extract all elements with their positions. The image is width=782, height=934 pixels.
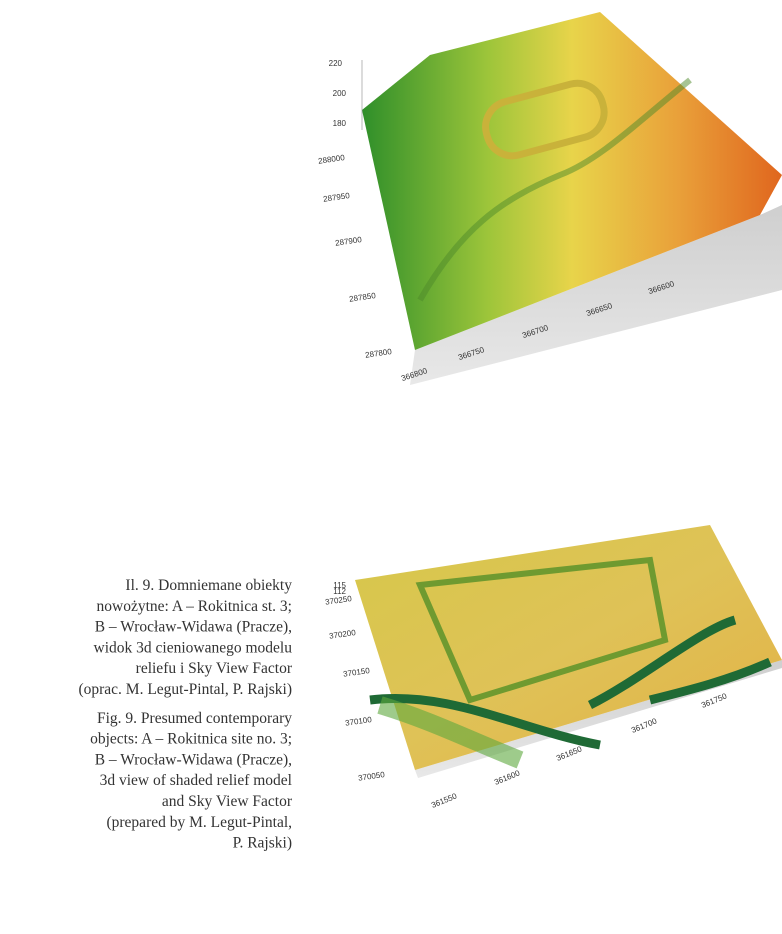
figure-b	[355, 525, 782, 778]
caption-line-en: 3d view of shaded relief model	[100, 772, 292, 789]
x-tick-label: 361700	[630, 716, 659, 735]
caption-line-pl: B – Wrocław-Widawa (Pracze),	[95, 619, 292, 636]
caption-line-en: B – Wrocław-Widawa (Pracze),	[95, 751, 292, 768]
caption-line-pl: nowożytne: A – Rokitnica st. 3;	[97, 598, 292, 615]
x-tick-label: 361550	[430, 791, 459, 810]
caption-line-pl: reliefu i Sky View Factor	[136, 660, 293, 677]
caption-line-en: (prepared by M. Legut-Pintal,	[106, 814, 292, 831]
x-tick-label: 361750	[700, 691, 729, 710]
y-tick-label: 370250	[325, 594, 353, 607]
x-tick-label: 361650	[555, 744, 584, 763]
y-tick-label: 287800	[365, 347, 393, 360]
z-tick-label: 200	[333, 89, 347, 98]
page: Il. 9. Domniemane obiekty nowożytne: A – …	[0, 0, 782, 934]
caption-line-pl: Il. 9. Domniemane obiekty	[125, 577, 292, 594]
caption-line-en: Fig. 9. Presumed contemporary	[97, 710, 292, 727]
y-tick-label: 370100	[345, 715, 373, 728]
y-tick-label: 287900	[335, 235, 363, 248]
y-tick-label: 288000	[318, 153, 346, 166]
y-tick-label: 370200	[329, 628, 357, 641]
y-tick-label: 287950	[323, 191, 351, 204]
y-tick-label: 370150	[343, 666, 371, 679]
y-tick-label: 287850	[349, 291, 377, 304]
caption-line-en: objects: A – Rokitnica site no. 3;	[90, 731, 292, 748]
x-tick-label: 361600	[493, 768, 522, 787]
y-tick-label: 370050	[358, 770, 386, 783]
caption-line-en: P. Rajski)	[233, 835, 292, 852]
z-tick-label: 220	[329, 59, 343, 68]
caption: Il. 9. Domniemane obiekty nowożytne: A – …	[78, 577, 292, 852]
figure-a	[362, 12, 782, 385]
caption-line-en: and Sky View Factor	[162, 793, 293, 810]
caption-line-pl: widok 3d cieniowanego modelu	[94, 639, 293, 656]
caption-line-pl: (oprac. M. Legut-Pintal, P. Rajski)	[78, 681, 292, 698]
z-tick-label: 180	[333, 119, 347, 128]
